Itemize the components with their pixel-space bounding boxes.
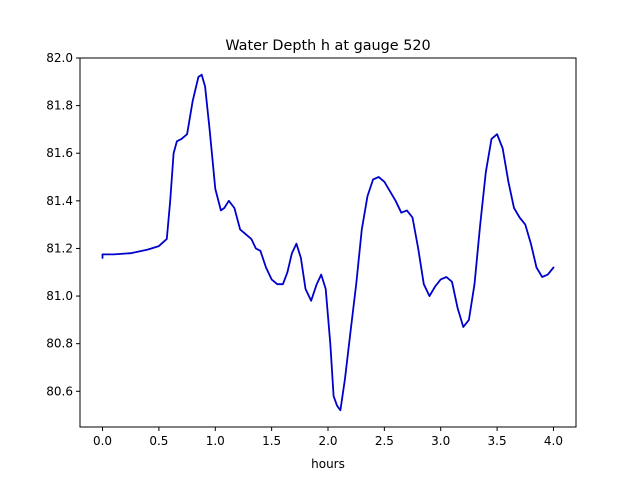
x-tick-label: 4.0 [544, 434, 563, 448]
series-line [101, 73, 555, 412]
y-tick-label: 81.8 [46, 99, 73, 113]
y-tick-label: 81.0 [46, 289, 73, 303]
x-tick-label: 3.5 [488, 434, 507, 448]
y-tick-label: 80.6 [46, 384, 73, 398]
y-axis-ticks: 80.6 80.8 81.0 81.2 81.4 81.6 81.8 82.0 [46, 51, 80, 398]
x-tick-label: 1.5 [262, 434, 281, 448]
x-tick-label: 2.5 [375, 434, 394, 448]
x-tick-label: 1.0 [206, 434, 225, 448]
x-tick-label: 0.0 [93, 434, 112, 448]
y-tick-label: 81.2 [46, 241, 73, 255]
x-tick-label: 0.5 [149, 434, 168, 448]
x-tick-label: 3.0 [431, 434, 450, 448]
y-tick-label: 81.6 [46, 146, 73, 160]
chart-title: Water Depth h at gauge 520 [225, 38, 430, 54]
x-axis-ticks: 0.0 0.5 1.0 1.5 2.0 2.5 3.0 3.5 4.0 [93, 427, 563, 448]
x-axis-label: hours [311, 457, 345, 471]
y-tick-label: 80.8 [46, 337, 73, 351]
x-tick-label: 2.0 [318, 434, 337, 448]
y-tick-label: 81.4 [46, 194, 73, 208]
plot-frame [79, 57, 577, 428]
y-tick-label: 82.0 [46, 51, 73, 65]
